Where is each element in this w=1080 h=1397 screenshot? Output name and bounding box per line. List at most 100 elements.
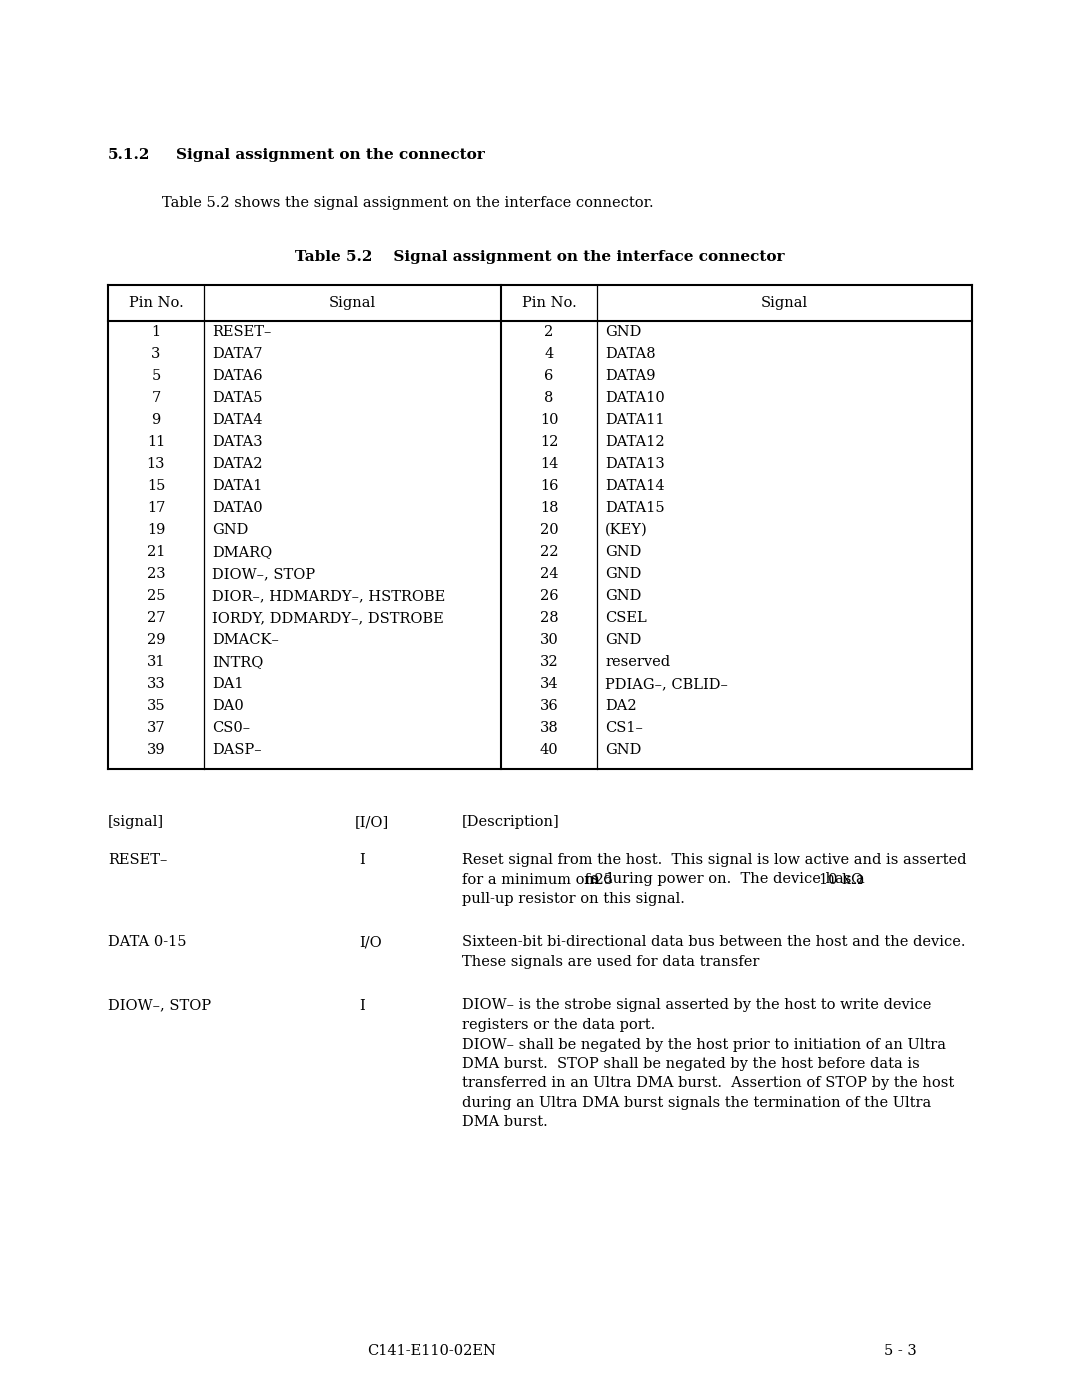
Text: 3: 3 [151,346,161,360]
Text: DIOR–, HDMARDY–, HSTROBE: DIOR–, HDMARDY–, HSTROBE [212,590,445,604]
Text: 18: 18 [540,502,558,515]
Text: s during power on.  The device has a: s during power on. The device has a [591,873,865,887]
Text: GND: GND [605,633,642,647]
Text: 36: 36 [540,698,558,712]
Text: DATA8: DATA8 [605,346,656,360]
Text: Signal: Signal [761,296,808,310]
Text: I: I [359,854,365,868]
Text: 6: 6 [544,369,554,383]
Text: m: m [579,873,599,887]
Text: DATA7: DATA7 [212,346,262,360]
Text: 26: 26 [540,590,558,604]
Text: 31: 31 [147,655,165,669]
Text: CSEL: CSEL [605,610,647,624]
Text: 27: 27 [147,610,165,624]
Text: during an Ultra DMA burst signals the termination of the Ultra: during an Ultra DMA burst signals the te… [462,1097,931,1111]
Text: [I/O]: [I/O] [355,814,389,828]
Text: GND: GND [605,326,642,339]
Text: 9: 9 [151,414,161,427]
Text: GND: GND [212,522,248,536]
Text: 19: 19 [147,522,165,536]
Text: [Description]: [Description] [462,814,559,828]
Text: 10: 10 [540,414,558,427]
Text: DATA5: DATA5 [212,391,262,405]
Text: for a minimum of 25: for a minimum of 25 [462,873,613,887]
Text: (KEY): (KEY) [605,522,648,536]
Text: DMA burst.: DMA burst. [462,1115,548,1130]
Text: 39: 39 [147,743,165,757]
Text: [signal]: [signal] [108,814,164,828]
Text: Pin No.: Pin No. [129,296,184,310]
Text: Reset signal from the host.  This signal is low active and is asserted: Reset signal from the host. This signal … [462,854,967,868]
Text: 4: 4 [544,346,554,360]
Text: DATA14: DATA14 [605,479,664,493]
Text: DIOW–, STOP: DIOW–, STOP [108,999,211,1013]
Text: 10 kΩ: 10 kΩ [819,873,863,887]
Text: Pin No.: Pin No. [522,296,577,310]
Text: DATA11: DATA11 [605,414,664,427]
Text: 25: 25 [147,590,165,604]
Text: 40: 40 [540,743,558,757]
Text: 20: 20 [540,522,558,536]
Text: I: I [359,999,365,1013]
Text: I/O: I/O [359,936,381,950]
Text: DATA 0-15: DATA 0-15 [108,936,187,950]
Text: 28: 28 [540,610,558,624]
Text: 8: 8 [544,391,554,405]
Text: 33: 33 [147,678,165,692]
Text: 2: 2 [544,326,554,339]
Text: GND: GND [605,590,642,604]
Text: DA0: DA0 [212,698,244,712]
Text: RESET–: RESET– [212,326,271,339]
Text: 16: 16 [540,479,558,493]
Text: 5.1.2: 5.1.2 [108,148,150,162]
Text: DIOW–, STOP: DIOW–, STOP [212,567,315,581]
Text: DATA15: DATA15 [605,502,664,515]
Text: CS1–: CS1– [605,721,643,735]
Text: CS0–: CS0– [212,721,251,735]
Text: DATA12: DATA12 [605,434,664,448]
Text: DASP–: DASP– [212,743,261,757]
Text: 34: 34 [540,678,558,692]
Text: DATA0: DATA0 [212,502,262,515]
Text: pull-up resistor on this signal.: pull-up resistor on this signal. [462,893,685,907]
Text: DIOW– shall be negated by the host prior to initiation of an Ultra: DIOW– shall be negated by the host prior… [462,1038,946,1052]
Text: DATA10: DATA10 [605,391,665,405]
Text: 5 - 3: 5 - 3 [883,1344,916,1358]
Text: DMACK–: DMACK– [212,633,279,647]
Text: reserved: reserved [605,655,670,669]
Text: transferred in an Ultra DMA burst.  Assertion of STOP by the host: transferred in an Ultra DMA burst. Asser… [462,1077,955,1091]
Text: 38: 38 [540,721,558,735]
Text: DMARQ: DMARQ [212,545,272,559]
Text: 13: 13 [147,457,165,471]
Text: 23: 23 [147,567,165,581]
Text: DA1: DA1 [212,678,243,692]
Text: RESET–: RESET– [108,854,167,868]
Text: 21: 21 [147,545,165,559]
Text: GND: GND [605,743,642,757]
Text: Table 5.2 shows the signal assignment on the interface connector.: Table 5.2 shows the signal assignment on… [162,196,653,210]
Text: 30: 30 [540,633,558,647]
Text: Sixteen-bit bi-directional data bus between the host and the device.: Sixteen-bit bi-directional data bus betw… [462,936,966,950]
Text: DATA1: DATA1 [212,479,262,493]
Text: 22: 22 [540,545,558,559]
Text: 12: 12 [540,434,558,448]
Text: 7: 7 [151,391,161,405]
Text: Signal assignment on the connector: Signal assignment on the connector [176,148,485,162]
Text: registers or the data port.: registers or the data port. [462,1018,656,1032]
Text: 17: 17 [147,502,165,515]
Text: DATA9: DATA9 [605,369,656,383]
Text: 35: 35 [147,698,165,712]
Text: 14: 14 [540,457,558,471]
Text: PDIAG–, CBLID–: PDIAG–, CBLID– [605,678,728,692]
Text: DA2: DA2 [605,698,636,712]
Text: 37: 37 [147,721,165,735]
Text: DATA13: DATA13 [605,457,665,471]
Text: C141-E110-02EN: C141-E110-02EN [367,1344,497,1358]
Text: DATA4: DATA4 [212,414,262,427]
Text: DATA3: DATA3 [212,434,262,448]
Text: 1: 1 [151,326,161,339]
Text: Signal: Signal [329,296,376,310]
Text: These signals are used for data transfer: These signals are used for data transfer [462,956,759,970]
Text: IORDY, DDMARDY–, DSTROBE: IORDY, DDMARDY–, DSTROBE [212,610,444,624]
